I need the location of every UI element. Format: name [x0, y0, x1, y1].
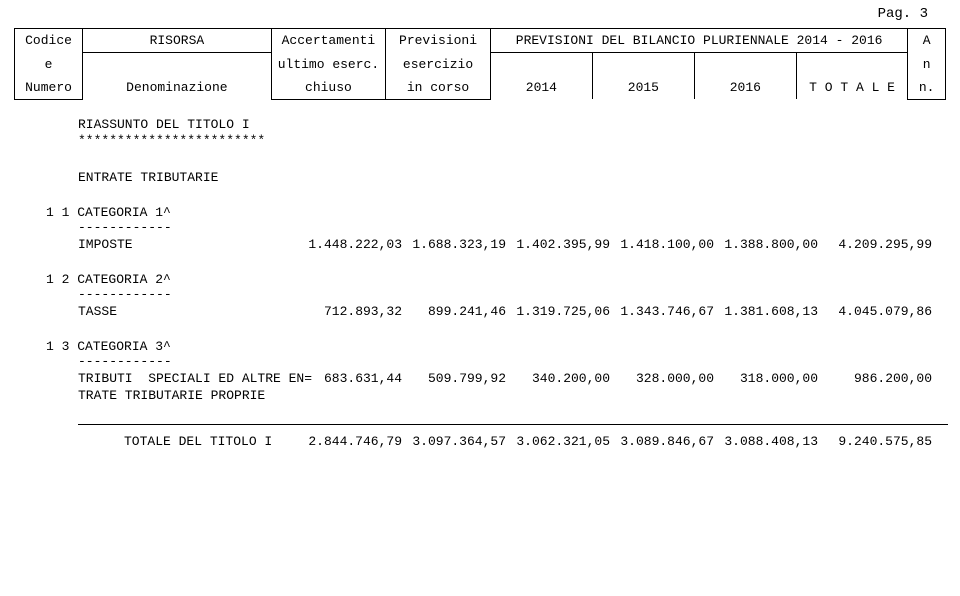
total-divider: [78, 424, 948, 425]
hdr-2014: 2014: [490, 53, 592, 100]
tasse-v4: 1.381.608,13: [718, 305, 822, 320]
tasse-v5: 4.045.079,86: [822, 305, 936, 320]
riassunto-stars: ************************: [78, 134, 946, 149]
hdr-2015: 2015: [592, 53, 694, 100]
cat2-dashes: ------------: [78, 288, 946, 303]
hdr-codice: Codice: [15, 29, 83, 53]
page-number: Pag. 3: [14, 6, 946, 22]
imposte-v5: 4.209.295,99: [822, 238, 936, 253]
tasse-v2: 1.319.725,06: [510, 305, 614, 320]
hdr-esercizio: esercizio: [386, 53, 491, 76]
hdr-chiuso: chiuso: [271, 76, 385, 100]
totale-v5: 9.240.575,85: [822, 435, 936, 450]
hdr-totale: T O T A L E: [796, 53, 907, 100]
cat1-dashes: ------------: [78, 221, 946, 236]
tributi-v3: 328.000,00: [614, 372, 718, 387]
hdr-e: e: [15, 53, 83, 76]
hdr-previsioni: Previsioni: [386, 29, 491, 53]
imposte-v3: 1.418.100,00: [614, 238, 718, 253]
entrate-title: ENTRATE TRIBUTARIE: [78, 171, 946, 186]
hdr-ultimo: ultimo eserc.: [271, 53, 385, 76]
totale-row: TOTALE DEL TITOLO I 2.844.746,79 3.097.3…: [124, 435, 946, 450]
imposte-label: IMPOSTE: [78, 238, 302, 253]
tributi-label-2: TRATE TRIBUTARIE PROPRIE: [78, 389, 302, 404]
hdr-incorso: in corso: [386, 76, 491, 100]
totale-v4: 3.088.408,13: [718, 435, 822, 450]
hdr-pluri: PREVISIONI DEL BILANCIO PLURIENNALE 2014…: [490, 29, 907, 53]
totale-label: TOTALE DEL TITOLO I: [124, 435, 302, 450]
imposte-v0: 1.448.222,03: [302, 238, 406, 253]
tributi-v1: 509.799,92: [406, 372, 510, 387]
hdr-A: A: [908, 29, 946, 53]
tasse-v0: 712.893,32: [302, 305, 406, 320]
hdr-n: n: [908, 53, 946, 76]
header-table: Codice RISORSA Accertamenti Previsioni P…: [14, 28, 946, 100]
cat3-dashes: ------------: [78, 355, 946, 370]
tasse-label: TASSE: [78, 305, 302, 320]
tributi-v4: 318.000,00: [718, 372, 822, 387]
totale-v0: 2.844.746,79: [302, 435, 406, 450]
totale-v1: 3.097.364,57: [406, 435, 510, 450]
cat3-block: 1 3 CATEGORIA 3^ ------------ TRIBUTI SP…: [46, 340, 946, 404]
imposte-v1: 1.688.323,19: [406, 238, 510, 253]
tributi-v0: 683.631,44: [302, 372, 406, 387]
totale-v3: 3.089.846,67: [614, 435, 718, 450]
imposte-v4: 1.388.800,00: [718, 238, 822, 253]
tributi-v2: 340.200,00: [510, 372, 614, 387]
tasse-v1: 899.241,46: [406, 305, 510, 320]
hdr-risorsa: RISORSA: [83, 29, 272, 53]
riassunto-title: RIASSUNTO DEL TITOLO I: [78, 118, 946, 133]
cat3-label: 1 3 CATEGORIA 3^: [46, 340, 946, 355]
hdr-numero: Numero: [15, 76, 83, 100]
tributi-v5: 986.200,00: [822, 372, 936, 387]
hdr-denominazione: Denominazione: [83, 53, 272, 100]
cat2-block: 1 2 CATEGORIA 2^ ------------ TASSE 712.…: [46, 273, 946, 320]
cat1-block: 1 1 CATEGORIA 1^ ------------ IMPOSTE 1.…: [46, 206, 946, 253]
hdr-2016: 2016: [694, 53, 796, 100]
totale-v2: 3.062.321,05: [510, 435, 614, 450]
hdr-ndot: n.: [908, 76, 946, 100]
body-area: RIASSUNTO DEL TITOLO I *****************…: [14, 118, 946, 450]
hdr-accert: Accertamenti: [271, 29, 385, 53]
tributi-label-1: TRIBUTI SPECIALI ED ALTRE EN=: [78, 372, 302, 387]
cat2-label: 1 2 CATEGORIA 2^: [46, 273, 946, 288]
imposte-v2: 1.402.395,99: [510, 238, 614, 253]
tasse-v3: 1.343.746,67: [614, 305, 718, 320]
cat1-label: 1 1 CATEGORIA 1^: [46, 206, 946, 221]
